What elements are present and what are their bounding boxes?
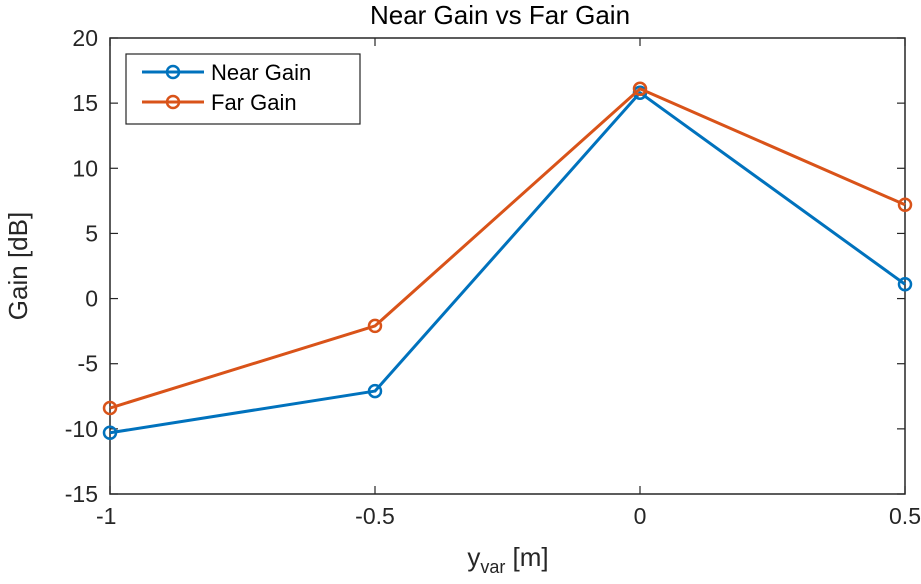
data-point-far-gain [632, 81, 648, 97]
legend-box [125, 53, 361, 125]
y-tick-label: 15 [72, 90, 98, 116]
series-line-near-gain [109, 91, 906, 435]
x-axis-label-main: y [467, 542, 480, 572]
legend-marker-far-gain [165, 94, 181, 110]
y-tick-label: 0 [85, 286, 98, 312]
x-tick-label: -1 [96, 503, 116, 529]
x-tick-label: 0 [634, 503, 647, 529]
x-axis-label-unit: [m] [505, 542, 548, 572]
data-point-near-gain [897, 276, 913, 292]
data-point-far-gain [102, 400, 118, 416]
x-tick-label: -0.5 [355, 503, 395, 529]
y-tick-label: -5 [78, 351, 98, 377]
y-tick-label: -15 [65, 481, 98, 507]
y-tick-label: 5 [85, 220, 98, 246]
y-tick-label: 10 [72, 155, 98, 181]
legend-label-near-gain: Near Gain [211, 60, 311, 85]
axis-ticks: -1 -0.5 0 0.5 -15 -10 -5 0 5 10 15 20 [65, 25, 921, 529]
data-point-far-gain [897, 197, 913, 213]
series-line-far-gain [109, 87, 906, 410]
y-tick-label: -10 [65, 416, 98, 442]
x-tick-label: 0.5 [889, 503, 921, 529]
legend-marker-near-gain [165, 64, 181, 80]
x-axis-label: yvar [m] [467, 542, 548, 577]
data-point-far-gain [367, 318, 383, 334]
legend: Near Gain Far Gain [125, 53, 361, 125]
legend-label-far-gain: Far Gain [211, 90, 297, 115]
x-axis-label-subscript: var [480, 557, 505, 577]
chart-title: Near Gain vs Far Gain [370, 0, 630, 30]
data-point-near-gain [367, 383, 383, 399]
y-axis-label: Gain [dB] [3, 212, 33, 320]
series-layer [102, 81, 913, 441]
y-tick-label: 20 [72, 25, 98, 51]
data-point-near-gain [102, 425, 118, 441]
